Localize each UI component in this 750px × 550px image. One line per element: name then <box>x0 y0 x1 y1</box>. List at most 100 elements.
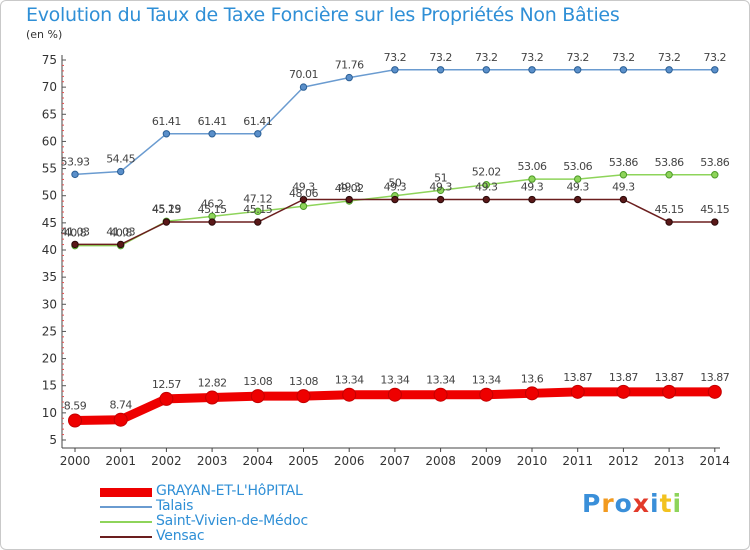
data-label: 50 <box>388 177 401 190</box>
x-tick-label: 2010 <box>517 454 548 468</box>
data-point-3 <box>208 218 216 226</box>
legend-swatch-grayan <box>100 488 152 497</box>
y-tick-label: 60 <box>42 134 57 148</box>
data-point-0 <box>296 389 311 404</box>
data-label: 70.01 <box>289 68 318 81</box>
legend-label-talais: Talais <box>156 498 194 514</box>
x-tick-label: 2003 <box>197 454 228 468</box>
data-label: 41.03 <box>106 225 135 238</box>
x-tick-label: 2006 <box>334 454 365 468</box>
logo-letter: i <box>650 489 660 518</box>
y-tick-label: 70 <box>42 80 57 94</box>
data-point-2 <box>619 171 628 179</box>
data-label: 13.87 <box>700 371 729 384</box>
data-point-0 <box>387 387 402 402</box>
data-label: 13.08 <box>243 375 272 388</box>
data-point-1 <box>208 130 216 138</box>
data-label: 13.87 <box>609 371 638 384</box>
y-axis-unit: (en %) <box>26 28 63 41</box>
legend-swatch-talais <box>100 506 152 508</box>
chart-title: Evolution du Taux de Taxe Foncière sur l… <box>26 4 620 26</box>
data-label: 13.34 <box>380 374 409 387</box>
data-label: 73.2 <box>429 51 452 64</box>
logo-letter: t <box>659 489 673 518</box>
y-tick-label: 25 <box>42 324 57 338</box>
data-label: 53.93 <box>61 155 90 168</box>
data-point-3 <box>528 195 536 204</box>
y-tick-label: 10 <box>42 406 57 420</box>
data-point-3 <box>482 195 490 204</box>
data-label: 71.76 <box>335 59 364 72</box>
data-point-3 <box>162 218 171 226</box>
data-point-0 <box>662 384 677 399</box>
data-label: 48.06 <box>289 187 318 200</box>
data-point-1 <box>391 66 399 74</box>
data-label: 13.34 <box>426 374 455 387</box>
legend-swatch-vensac <box>100 536 152 538</box>
data-label: 51 <box>434 171 447 184</box>
data-point-2 <box>711 171 719 179</box>
data-label: 13.87 <box>655 371 684 384</box>
data-label: 13.34 <box>335 374 364 387</box>
data-point-1 <box>71 170 79 179</box>
data-point-1 <box>574 66 582 74</box>
data-label: 49.3 <box>612 181 635 194</box>
data-point-1 <box>117 167 125 176</box>
data-point-3 <box>665 218 673 226</box>
data-label: 40.8 <box>109 227 132 240</box>
data-point-0 <box>433 387 448 402</box>
data-point-1 <box>345 73 353 82</box>
data-label: 45.15 <box>152 203 181 216</box>
x-tick-label: 2011 <box>562 454 593 468</box>
data-label: 61.41 <box>198 115 227 128</box>
data-label: 53.06 <box>563 160 592 173</box>
data-point-3 <box>574 195 582 204</box>
logo-letter: i <box>672 489 683 518</box>
x-tick-label: 2008 <box>425 454 456 468</box>
data-label: 40.8 <box>64 227 87 240</box>
data-point-0 <box>342 387 357 402</box>
data-label: 12.57 <box>152 378 181 391</box>
data-point-0 <box>113 412 128 427</box>
data-label: 49.3 <box>566 181 589 194</box>
data-point-0 <box>479 387 494 402</box>
data-label: 73.2 <box>521 51 544 64</box>
data-label: 53.06 <box>518 160 547 173</box>
logo-letter: r <box>601 489 615 518</box>
logo-letter: x <box>632 489 650 518</box>
x-tick-label: 2004 <box>243 454 274 468</box>
data-label: 8.74 <box>109 399 132 412</box>
y-tick-label: 5 <box>49 433 57 447</box>
data-label: 8.59 <box>64 400 87 413</box>
y-tick-label: 50 <box>42 189 57 203</box>
legend-label-vensac: Vensac <box>156 528 205 544</box>
data-point-3 <box>619 195 628 204</box>
y-tick-label: 55 <box>42 162 57 176</box>
logo-letter: o <box>614 489 633 518</box>
data-point-2 <box>528 175 536 183</box>
data-label: 73.2 <box>475 51 498 64</box>
data-point-1 <box>299 83 308 91</box>
x-tick-label: 2012 <box>608 454 639 468</box>
data-point-2 <box>574 175 582 183</box>
data-point-3 <box>117 240 125 249</box>
data-label: 49.3 <box>475 181 498 194</box>
y-tick-label: 65 <box>42 107 57 121</box>
data-label: 53.86 <box>700 156 729 169</box>
data-label: 73.2 <box>704 51 727 64</box>
data-label: 45.29 <box>152 202 181 215</box>
data-point-0 <box>250 389 265 404</box>
data-point-3 <box>254 218 262 226</box>
data-label: 49.3 <box>338 181 361 194</box>
data-label: 13.08 <box>289 375 318 388</box>
data-label: 53.86 <box>609 156 638 169</box>
data-label: 13.6 <box>521 372 544 385</box>
data-label: 73.2 <box>384 51 407 64</box>
data-point-0 <box>525 386 539 401</box>
data-label: 49.3 <box>384 181 407 194</box>
data-label: 41.03 <box>61 225 90 238</box>
data-label: 61.41 <box>243 115 272 128</box>
data-point-3 <box>436 195 445 204</box>
